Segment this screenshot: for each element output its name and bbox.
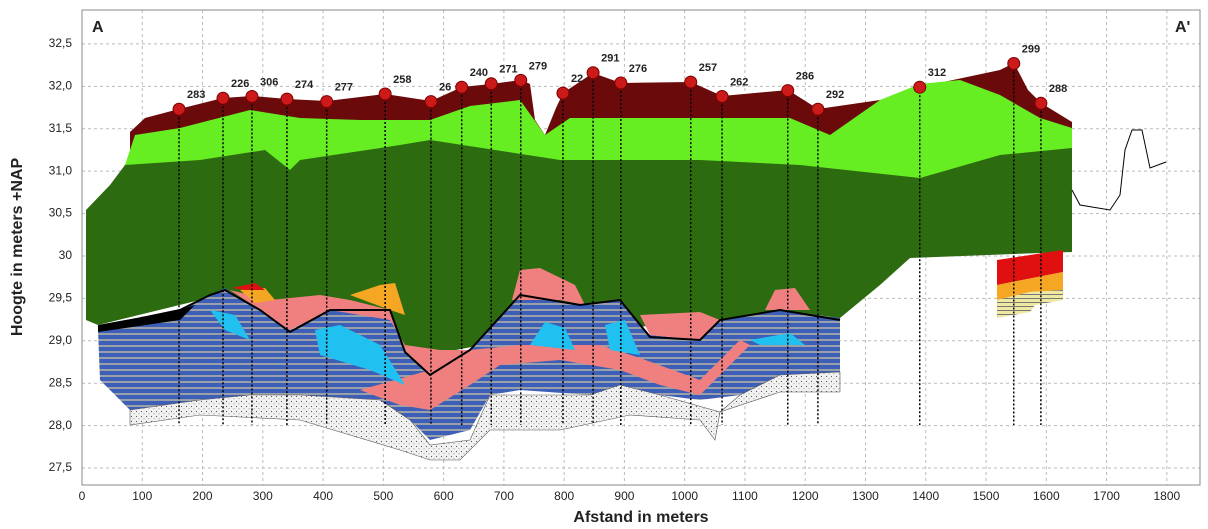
borehole-label: 258: [393, 74, 411, 86]
borehole-point: [914, 81, 926, 93]
x-tick-label: 1700: [1093, 489, 1120, 503]
borehole-label: 22: [571, 73, 583, 85]
borehole-label: 274: [295, 79, 314, 91]
borehole-label: 286: [796, 70, 814, 82]
borehole-label: 288: [1049, 83, 1067, 95]
borehole-point: [615, 77, 627, 89]
borehole-label: 277: [335, 82, 353, 94]
borehole-label: 226: [231, 78, 249, 90]
borehole-point: [557, 87, 569, 99]
x-tick-label: 1100: [732, 489, 758, 503]
x-tick-label: 200: [193, 489, 213, 503]
y-tick-label: 28,5: [49, 375, 73, 389]
x-tick-label: 100: [132, 489, 152, 503]
y-tick-label: 30,5: [49, 206, 73, 220]
y-tick-label: 31,5: [49, 121, 73, 135]
borehole-point: [217, 92, 229, 104]
borehole-point: [685, 76, 697, 88]
borehole-label: 271: [499, 64, 517, 76]
borehole-point: [281, 93, 293, 105]
x-tick-label: 900: [614, 489, 634, 503]
annotation: A: [92, 19, 104, 36]
borehole-point: [1035, 97, 1047, 109]
borehole-point: [782, 85, 794, 97]
y-tick-label: 29,5: [49, 291, 73, 305]
borehole-point: [321, 96, 333, 108]
y-tick-label: 28,0: [49, 418, 73, 432]
x-tick-label: 1400: [912, 489, 939, 503]
x-tick-label: 700: [494, 489, 514, 503]
borehole-point: [587, 67, 599, 79]
y-tick-label: 32,5: [49, 36, 73, 50]
y-tick-label: 31,0: [49, 163, 73, 177]
x-tick-label: 1200: [792, 489, 819, 503]
y-tick-label: 29,0: [49, 333, 73, 347]
borehole-label: 312: [928, 67, 946, 79]
borehole-point: [379, 88, 391, 100]
x-tick-label: 300: [253, 489, 273, 503]
borehole-point: [246, 91, 258, 103]
x-tick-label: 1800: [1154, 489, 1181, 503]
borehole-label: 276: [629, 63, 647, 75]
borehole-label: 257: [699, 62, 717, 74]
borehole-point: [812, 103, 824, 115]
y-tick-label: 30: [59, 248, 73, 262]
page: 283 226 306 274 277 258 26 240 271 279 22 291 276 257…: [0, 0, 1208, 529]
borehole-label: 291: [601, 53, 619, 65]
layers: [86, 63, 1166, 460]
borehole-label: 299: [1022, 43, 1040, 55]
y-tick-label: 32,0: [49, 79, 73, 93]
x-axis-title: Afstand in meters: [573, 509, 708, 526]
annotation: A': [1175, 19, 1190, 36]
borehole-label: 26: [439, 82, 451, 94]
borehole-label: 292: [826, 89, 844, 101]
borehole-point: [1008, 57, 1020, 69]
x-tick-label: 600: [434, 489, 454, 503]
ground-profile: [1072, 130, 1166, 210]
chart: 283 226 306 274 277 258 26 240 271 279 22 291 276 257…: [0, 0, 1208, 529]
borehole-point: [173, 103, 185, 115]
y-axis-title: Hoogte in meters +NAP: [9, 158, 26, 337]
x-tick-label: 1500: [973, 489, 1000, 503]
x-tick-label: 1300: [852, 489, 879, 503]
x-tick-label: 800: [554, 489, 574, 503]
borehole-label: 306: [260, 76, 278, 88]
x-tick-label: 0: [79, 489, 86, 503]
borehole-label: 283: [187, 89, 205, 101]
borehole-label: 262: [730, 76, 748, 88]
x-tick-label: 1000: [671, 489, 698, 503]
borehole-point: [425, 96, 437, 108]
borehole-point: [716, 91, 728, 103]
borehole-label: 279: [529, 60, 547, 72]
borehole-point: [515, 74, 527, 86]
x-tick-label: 400: [313, 489, 333, 503]
borehole-point: [456, 81, 468, 93]
borehole-label: 240: [470, 67, 488, 79]
y-tick-label: 27,5: [49, 460, 73, 474]
borehole-point: [485, 78, 497, 90]
x-tick-label: 1600: [1033, 489, 1060, 503]
x-tick-label: 500: [373, 489, 393, 503]
